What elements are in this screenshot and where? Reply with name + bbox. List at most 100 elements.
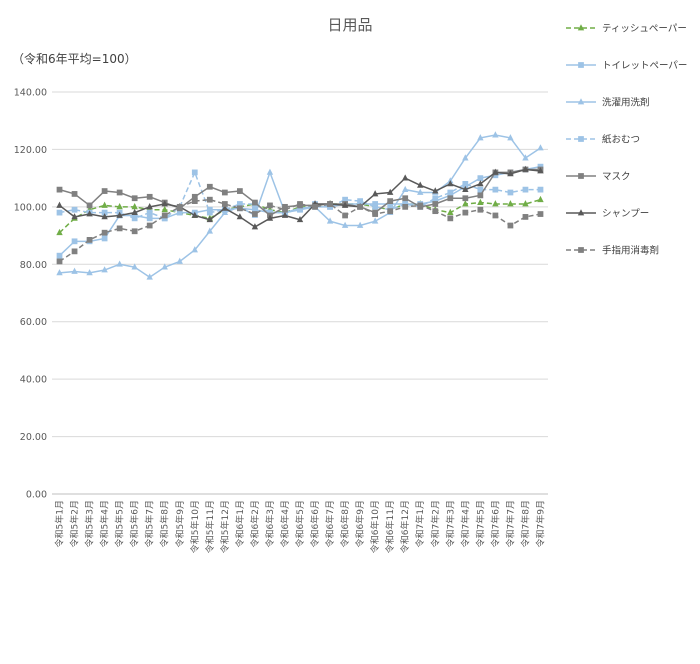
data-point <box>282 206 288 213</box>
data-point <box>116 189 123 196</box>
chart-subtitle: （令和6年平均=100） <box>12 51 137 66</box>
x-tick-label: 令和7年6月 <box>489 500 501 547</box>
data-point <box>507 134 514 141</box>
data-point <box>86 236 93 243</box>
legend-item: 手指用消毒剤 <box>566 245 659 257</box>
data-point <box>56 258 63 265</box>
data-point <box>206 215 214 223</box>
data-point <box>432 208 439 215</box>
data-point <box>477 134 484 141</box>
data-point <box>71 206 78 213</box>
data-point <box>341 201 349 208</box>
data-point <box>447 189 454 196</box>
data-point <box>131 195 138 202</box>
data-point <box>206 227 214 234</box>
y-tick-label: 60.00 <box>20 317 47 328</box>
data-point <box>371 217 379 224</box>
data-point <box>176 257 183 264</box>
x-tick-label: 令和6年10月 <box>369 500 381 553</box>
data-point <box>146 203 153 210</box>
legend-item: 洗濯用洗剤 <box>566 97 650 109</box>
x-tick-label: 令和6年5月 <box>294 500 306 547</box>
data-point <box>56 209 63 216</box>
gridlines <box>52 91 548 495</box>
data-point <box>507 189 514 196</box>
x-tick-label: 令和7年9月 <box>534 500 546 547</box>
data-point <box>297 206 303 213</box>
data-point <box>477 180 484 187</box>
legend-swatch-marker <box>577 98 585 105</box>
data-point <box>462 200 469 207</box>
data-point <box>537 195 544 203</box>
data-point <box>386 188 394 195</box>
legend-item: シャンプー <box>566 209 649 220</box>
data-point <box>522 214 529 220</box>
data-point <box>537 167 544 174</box>
data-point <box>71 267 78 274</box>
data-point <box>191 211 198 218</box>
data-point <box>432 201 439 207</box>
series-line <box>59 198 541 263</box>
y-tick-label: 100.00 <box>14 202 47 213</box>
data-point <box>492 200 499 207</box>
series-7 <box>56 196 544 265</box>
data-point <box>146 193 153 200</box>
data-point <box>101 229 108 236</box>
data-point <box>447 215 454 222</box>
data-point <box>131 228 138 235</box>
data-point <box>462 195 469 202</box>
legend-label: ティッシュペーパー <box>602 24 687 35</box>
data-point <box>101 266 108 273</box>
legend-label: マスク <box>602 172 631 183</box>
data-point <box>432 187 439 194</box>
data-point <box>131 208 138 215</box>
data-point <box>537 211 544 217</box>
plot-area <box>56 131 544 280</box>
legend-swatch-marker <box>578 173 584 179</box>
series-line <box>59 170 541 220</box>
x-tick-label: 令和7年8月 <box>519 500 531 547</box>
data-point <box>71 238 78 245</box>
data-point <box>356 221 364 228</box>
data-point <box>101 201 108 208</box>
data-point <box>236 213 244 220</box>
data-point <box>116 260 123 267</box>
data-point <box>191 246 198 253</box>
data-point <box>176 209 183 216</box>
data-point <box>447 195 454 202</box>
data-point <box>537 186 544 193</box>
data-point <box>462 154 469 161</box>
series-6 <box>56 165 544 230</box>
data-point <box>507 170 514 177</box>
y-tick-label: 20.00 <box>20 432 47 443</box>
data-point <box>101 188 108 194</box>
data-point <box>56 269 63 276</box>
data-point <box>252 199 258 206</box>
data-point <box>236 201 243 207</box>
data-point <box>267 202 273 209</box>
data-point <box>522 200 529 207</box>
data-point <box>131 203 138 210</box>
legend-item: マスク <box>566 172 631 183</box>
data-point <box>266 168 274 175</box>
data-point <box>56 252 63 259</box>
data-point <box>402 203 409 210</box>
data-point <box>492 186 499 193</box>
data-point <box>116 225 123 232</box>
data-point <box>146 215 153 222</box>
data-point <box>206 209 213 216</box>
legend-label: 紙おむつ <box>602 134 640 146</box>
data-point <box>71 191 78 197</box>
data-point <box>477 175 484 182</box>
series-line <box>58 198 541 234</box>
data-point <box>492 212 499 219</box>
data-point <box>236 188 243 194</box>
x-tick-label: 令和5年1月 <box>54 500 66 547</box>
x-tick-label: 令和5年2月 <box>69 500 81 547</box>
data-point <box>296 215 304 223</box>
data-point <box>191 193 198 200</box>
x-tick-label: 令和7年2月 <box>429 500 441 547</box>
data-point <box>477 186 484 193</box>
data-point <box>252 206 258 213</box>
data-point <box>86 269 93 276</box>
